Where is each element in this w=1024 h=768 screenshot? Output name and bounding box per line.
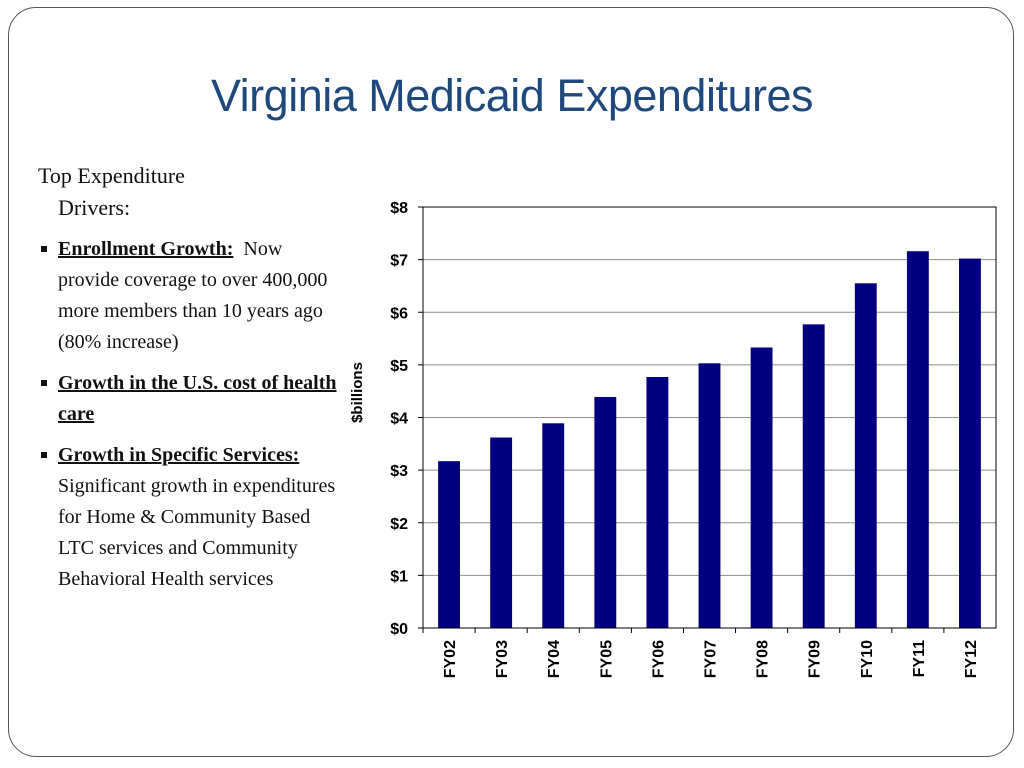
bar-chart-svg: $0$1$2$3$4$5$6$7$8 FY02 FY03 FY04 FY05 FY06 F…	[349, 200, 997, 678]
x-tick-label: FY08	[755, 640, 772, 678]
y-tick-label: $3	[390, 463, 408, 480]
y-tick-label: $7	[390, 253, 408, 270]
bar-fy03	[490, 437, 513, 628]
x-tick-label: FY10	[859, 640, 876, 678]
x-tick-label: FY04	[546, 640, 563, 678]
bullet-body-text: Now provide coverage to over 400,000 mor…	[58, 238, 328, 353]
y-tick-label: $4	[390, 411, 408, 428]
y-tick-label: $5	[390, 358, 408, 375]
y-tick-label: $1	[390, 568, 408, 585]
chart-bars	[438, 251, 981, 628]
expenditure-drivers-panel: Top Expenditure Drivers: Enrollment Grow…	[38, 160, 338, 605]
y-tick-label: $2	[390, 516, 408, 533]
bar-fy11	[906, 251, 929, 628]
x-tick-label: FY11	[911, 640, 928, 677]
x-axis-ticks: FY02 FY03 FY04 FY05 FY06 FY07 FY08 FY09 FY10 FY11…	[422, 628, 980, 678]
x-tick-label: FY02	[442, 640, 459, 678]
x-tick-label: FY03	[494, 640, 511, 678]
x-tick-label: FY07	[703, 640, 720, 678]
drivers-heading: Top Expenditure Drivers:	[38, 160, 338, 224]
bullet-body-text: Significant growth in expenditures for H…	[58, 475, 336, 590]
x-tick-label: FY06	[650, 640, 667, 678]
slide-frame	[8, 7, 1014, 757]
bullet-specific-services: Growth in Specific Services: Significant…	[38, 440, 338, 595]
y-axis-label: $billions	[349, 362, 366, 423]
bar-fy04	[542, 423, 565, 628]
drivers-heading-line1: Top Expenditure	[38, 163, 185, 188]
expenditure-chart: $0 $1 $2 $3 $4 $5 $6 $7 $8 FY02 FY03 FY04 FY05 FY06 F…	[340, 190, 1010, 700]
bar-fy10	[854, 283, 877, 628]
bullet-enrollment-growth: Enrollment Growth: Now provide coverage …	[38, 234, 338, 358]
bar-fy02	[438, 461, 460, 628]
bar-fy12	[959, 258, 981, 628]
bar-fy09	[802, 324, 825, 628]
x-tick-label: FY05	[598, 640, 615, 678]
drivers-heading-line2: Drivers:	[58, 195, 131, 220]
bar-fy08	[750, 347, 773, 628]
bullet-bold-text: Enrollment Growth:	[58, 238, 234, 260]
y-axis-ticks: $0 $1 $2 $3 $4 $5 $6 $7 $8	[390, 200, 423, 638]
bullet-health-care-cost: Growth in the U.S. cost of health care	[38, 368, 338, 430]
bar-fy05	[594, 396, 617, 628]
bar-fy06	[646, 376, 669, 628]
x-tick-label: FY12	[963, 640, 980, 678]
y-tick-label: $6	[390, 305, 408, 322]
bullet-bold-text: Growth in Specific Services:	[58, 444, 300, 466]
bullet-bold-text: Growth in the U.S. cost of health care	[58, 372, 337, 425]
slide-title: Virginia Medicaid Expenditures	[210, 70, 814, 121]
y-tick-label: $8	[390, 200, 408, 217]
bar-fy07	[698, 363, 721, 628]
y-tick-label: $0	[390, 621, 408, 638]
x-tick-label: FY09	[807, 640, 824, 678]
